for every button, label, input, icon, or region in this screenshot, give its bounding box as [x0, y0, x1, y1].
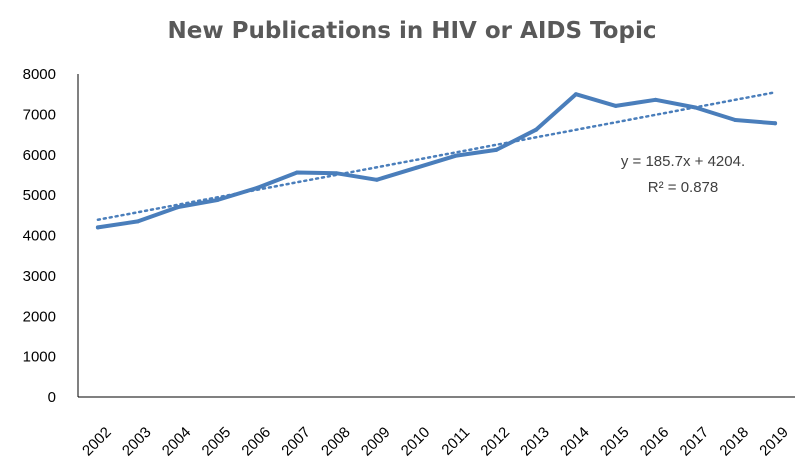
x-tick-label: 2014	[557, 424, 593, 460]
x-tick-label: 2010	[398, 424, 434, 460]
data-point	[773, 121, 778, 126]
x-tick-label: 2008	[318, 424, 354, 460]
y-tick-label: 5000	[23, 187, 56, 204]
data-point	[534, 127, 539, 132]
x-tick-label: 2019	[756, 424, 792, 460]
data-point	[175, 205, 180, 210]
x-tick-label: 2006	[238, 424, 274, 460]
data-point	[454, 153, 459, 158]
data-point	[215, 197, 220, 202]
x-axis: 2002 2003 2004 2005 2006 2007 2008 2009 2010 2011…	[78, 396, 795, 460]
x-tick-label: 2018	[716, 424, 752, 460]
y-tick-label: 4000	[23, 228, 56, 245]
chart-title: New Publications in HIV or AIDS Topic	[168, 18, 657, 44]
y-tick-label: 6000	[23, 147, 56, 164]
trendline	[96, 91, 777, 222]
x-tick-label: 2007	[278, 424, 314, 460]
trendline-equation: y = 185.7x + 4204.	[621, 153, 745, 170]
x-tick-label: 2016	[637, 424, 673, 460]
x-tick-label: 2015	[597, 424, 633, 460]
data-point	[573, 92, 578, 97]
x-tick-label: 2011	[438, 424, 473, 459]
y-tick-label: 7000	[23, 106, 56, 123]
data-point	[95, 225, 100, 230]
data-point	[733, 118, 738, 123]
data-point	[414, 165, 419, 170]
data-point	[255, 185, 260, 190]
series-path	[95, 92, 778, 230]
trendline-r-squared: R² = 0.878	[648, 179, 718, 196]
data-point	[135, 219, 140, 224]
x-tick-label: 2013	[517, 424, 553, 460]
data-point	[295, 170, 300, 175]
x-tick-label: 2002	[79, 424, 115, 460]
y-tick-label: 8000	[23, 66, 56, 83]
y-tick-label: 0	[48, 389, 56, 406]
x-tick-label: 2005	[199, 424, 235, 460]
x-tick-label: 2003	[119, 424, 155, 460]
trendline-path	[96, 91, 777, 222]
y-axis: 0 1000 2000 3000 4000 5000 6000 7000 8000	[23, 66, 79, 406]
data-point	[494, 147, 499, 152]
y-tick-label: 1000	[23, 349, 56, 366]
x-tick-label: 2004	[159, 424, 195, 460]
x-tick-label: 2009	[358, 424, 394, 460]
data-point	[374, 177, 379, 182]
series-line	[95, 92, 778, 230]
y-tick-label: 2000	[23, 308, 56, 325]
x-tick-label: 2012	[477, 424, 513, 460]
y-tick-label: 3000	[23, 268, 56, 285]
x-tick-label: 2017	[677, 424, 713, 460]
data-point	[334, 171, 339, 176]
data-point	[653, 97, 658, 102]
data-point	[613, 103, 618, 108]
data-point	[693, 105, 698, 110]
